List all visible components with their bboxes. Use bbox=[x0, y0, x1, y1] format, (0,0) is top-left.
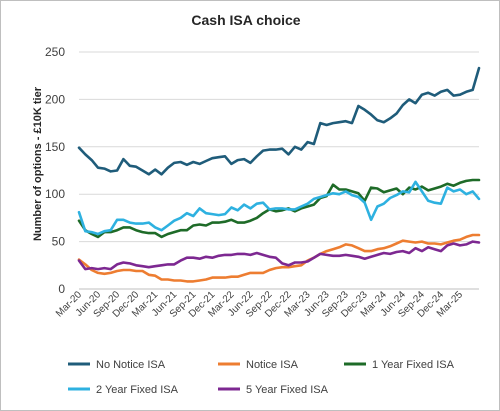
legend-label: 1 Year Fixed ISA bbox=[372, 359, 455, 371]
legend-label: No Notice ISA bbox=[96, 359, 166, 371]
legend-label: 2 Year Fixed ISA bbox=[96, 384, 179, 396]
series-line bbox=[77, 180, 481, 236]
legend: No Notice ISA Notice ISA 1 Year Fixed ISA 2… bbox=[68, 359, 455, 396]
x-axis-ticks: Mar-20Jun-20Sep-20Dec-20Mar-21Jun-21Sep-… bbox=[54, 289, 465, 320]
chart-title: Cash ISA choice bbox=[191, 12, 300, 28]
series-line bbox=[77, 66, 481, 176]
y-tick-label: 250 bbox=[45, 45, 65, 59]
series-line bbox=[77, 240, 481, 271]
series-line bbox=[77, 233, 481, 283]
series-lines bbox=[77, 66, 481, 283]
legend-label: 5 Year Fixed ISA bbox=[246, 384, 329, 396]
y-tick-label: 150 bbox=[45, 140, 65, 154]
y-tick-label: 50 bbox=[52, 235, 66, 249]
y-tick-label: 200 bbox=[45, 92, 65, 106]
gridlines bbox=[79, 51, 479, 290]
y-axis-label: Number of options - £10K tier bbox=[32, 86, 44, 241]
y-axis-ticks: 0 50 100 150 200 250 bbox=[45, 45, 65, 296]
legend-label: Notice ISA bbox=[246, 359, 299, 371]
y-tick-label: 100 bbox=[45, 187, 65, 201]
y-tick-label: 0 bbox=[58, 282, 65, 296]
